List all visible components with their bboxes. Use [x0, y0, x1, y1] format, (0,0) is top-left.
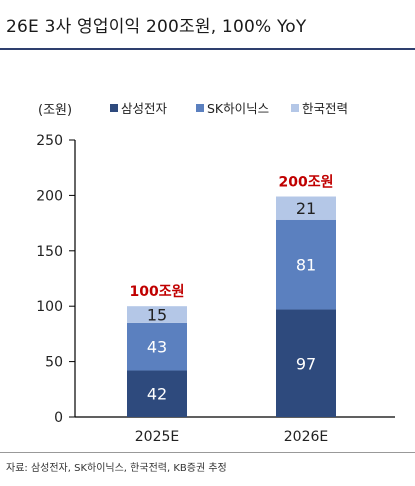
y-tick-label: 50 — [45, 355, 63, 371]
y-tick-label: 100 — [36, 299, 63, 315]
bar-value-label: 81 — [296, 256, 316, 275]
source-divider — [0, 452, 415, 453]
bar-segment — [276, 309, 336, 417]
legend: 삼성전자 SK하이닉스 한국전력 — [110, 101, 348, 116]
bar-segment — [276, 196, 336, 220]
bar-value-label: 42 — [147, 385, 167, 404]
legend-label: SK하이닉스 — [207, 101, 269, 116]
y-tick-label: 250 — [36, 133, 63, 149]
legend-swatch — [291, 104, 299, 112]
bar-segment — [127, 370, 187, 417]
source-note: 자료: 삼성전자, SK하이닉스, 한국전력, KB증권 추정 — [6, 463, 227, 474]
y-axis-unit-label: (조원) — [38, 103, 72, 118]
bar-value-label: 15 — [147, 306, 167, 325]
x-tick-label: 2026E — [284, 429, 328, 445]
bar-segment — [276, 219, 336, 310]
bar-value-label: 43 — [147, 338, 167, 357]
axes: 0 50 100 150 200 250 — [36, 133, 395, 426]
legend-label: 한국전력 — [302, 101, 348, 116]
x-tick-label: 2025E — [135, 429, 179, 445]
bars: 42 43 15 100조원 2025E 97 81 21 200조원 2026E — [127, 175, 336, 445]
bar-total-label: 100조원 — [130, 284, 185, 300]
legend-label: 삼성전자 — [121, 101, 168, 116]
y-tick-label: 200 — [36, 188, 63, 204]
bar-segment — [127, 306, 187, 323]
y-tick-label: 150 — [36, 244, 63, 260]
legend-swatch — [110, 104, 118, 112]
chart-title: 26E 3사 영업이익 200조원, 100% YoY — [6, 17, 307, 37]
stacked-bar-chart: (조원) 삼성전자 SK하이닉스 한국전력 0 50 100 150 200 250 42 43… — [36, 101, 395, 445]
title-underline — [0, 48, 415, 50]
bar-value-label: 97 — [296, 354, 316, 373]
bar-segment — [127, 322, 187, 371]
y-tick-label: 0 — [54, 410, 63, 426]
legend-swatch — [196, 104, 204, 112]
bar-total-label: 200조원 — [279, 175, 334, 191]
bar-value-label: 21 — [296, 199, 316, 218]
